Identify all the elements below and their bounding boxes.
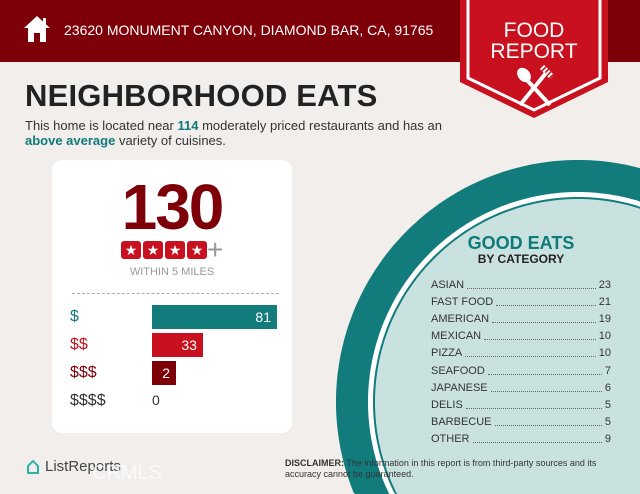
category-item: SEAFOOD 7	[431, 362, 611, 379]
category-item: AMERICAN 19	[431, 310, 611, 327]
dot-leader	[487, 367, 602, 375]
total-restaurants: 130	[121, 171, 225, 243]
category-item: JAPANESE 6	[431, 379, 611, 396]
disclaimer: DISCLAIMER: The information in this repo…	[285, 458, 625, 480]
category-name: PIZZA	[431, 347, 463, 360]
disclaimer-label: DISCLAIMER:	[285, 458, 344, 468]
category-name: FAST FOOD	[431, 295, 494, 308]
category-item: MEXICAN 10	[431, 328, 611, 345]
dot-leader	[494, 418, 602, 427]
category-count: 7	[604, 364, 611, 377]
star-icon: ★	[165, 241, 185, 259]
category-name: MEXICAN	[431, 330, 482, 343]
dot-leader	[465, 349, 596, 358]
category-item: ASIAN 23	[431, 276, 611, 293]
plus-sign: +	[207, 234, 224, 265]
dot-leader	[465, 401, 602, 409]
price-label: $$$	[70, 364, 97, 381]
dot-leader	[484, 332, 596, 341]
badge-line2: REPORT	[490, 40, 578, 63]
category-name: OTHER	[431, 433, 470, 446]
fork-spoon-icon	[517, 65, 555, 107]
categories-title: GOOD EATS	[467, 233, 575, 253]
restaurant-count: 114	[177, 118, 199, 133]
price-bar: 33	[152, 333, 203, 357]
category-count: 19	[598, 312, 611, 325]
dot-leader	[492, 315, 596, 323]
star-icon: ★	[121, 241, 141, 259]
category-count: 21	[598, 295, 611, 308]
price-bar: 81	[152, 305, 277, 329]
category-count: 5	[604, 416, 611, 429]
category-count: 6	[604, 381, 611, 394]
category-name: JAPANESE	[431, 381, 488, 394]
house-logo-icon	[27, 459, 39, 474]
category-count: 10	[598, 347, 611, 360]
category-count: 5	[604, 398, 611, 411]
badge-line1: FOOD	[503, 19, 565, 42]
summary-card: 130 ★ ★ ★ ★ + WITHIN 5 MILES $81 $$ 33 $$$ 2 $$$…	[52, 160, 292, 433]
category-item: OTHER 9	[431, 431, 611, 448]
price-label: $	[70, 308, 79, 325]
category-name: BARBECUE	[431, 416, 492, 429]
desc-text: moderately priced restaurants and has an	[198, 118, 442, 133]
listreports-logo: ListReports	[25, 458, 121, 475]
category-item: PIZZA 10	[431, 345, 611, 362]
dot-leader	[496, 298, 596, 306]
radius-label: WITHIN 5 MILES	[129, 266, 215, 278]
category-count: 23	[598, 278, 611, 291]
category-name: SEAFOOD	[431, 364, 485, 377]
plate-center	[375, 199, 640, 494]
logo-text: ListReports	[45, 458, 121, 475]
category-name: AMERICAN	[431, 312, 490, 325]
food-report-badge	[460, 0, 608, 118]
desc-text: This home is located near	[25, 118, 178, 133]
star-rating: ★ ★ ★ ★	[121, 241, 207, 259]
dot-leader	[490, 384, 602, 392]
category-list: ASIAN 23 FAST FOOD 21 AMERICAN 19 MEXICAN 10 PIZ…	[431, 276, 611, 448]
price-label: $$$$	[70, 392, 106, 409]
variety-rating: above average	[25, 133, 116, 148]
categories-subtitle: BY CATEGORY	[477, 252, 565, 266]
category-count: 10	[598, 330, 611, 343]
category-item: FAST FOOD 21	[431, 293, 611, 310]
divider	[72, 293, 279, 294]
page-title: NEIGHBORHOOD EATS	[25, 78, 378, 113]
star-icon: ★	[187, 241, 207, 259]
watermark: CRMLS	[92, 462, 163, 484]
category-name: ASIAN	[431, 278, 465, 291]
price-label: $$	[70, 336, 88, 353]
dot-leader	[472, 435, 602, 444]
dot-leader	[467, 281, 596, 289]
category-item: BARBECUE 5	[431, 414, 611, 431]
desc-text: variety of cuisines.	[115, 133, 226, 148]
category-name: DELIS	[431, 398, 463, 411]
disclaimer-text: The information in this report is from t…	[285, 458, 597, 479]
star-icon: ★	[143, 241, 163, 259]
category-count: 9	[604, 433, 611, 446]
address: 23620 MONUMENT CANYON, DIAMOND BAR, CA, …	[64, 22, 434, 38]
description: This home is located near 114 moderately…	[25, 118, 445, 148]
home-icon	[24, 16, 50, 42]
category-item: DELIS 5	[431, 396, 611, 413]
price-bar: 2	[152, 361, 176, 385]
price-value: 0	[152, 392, 160, 408]
